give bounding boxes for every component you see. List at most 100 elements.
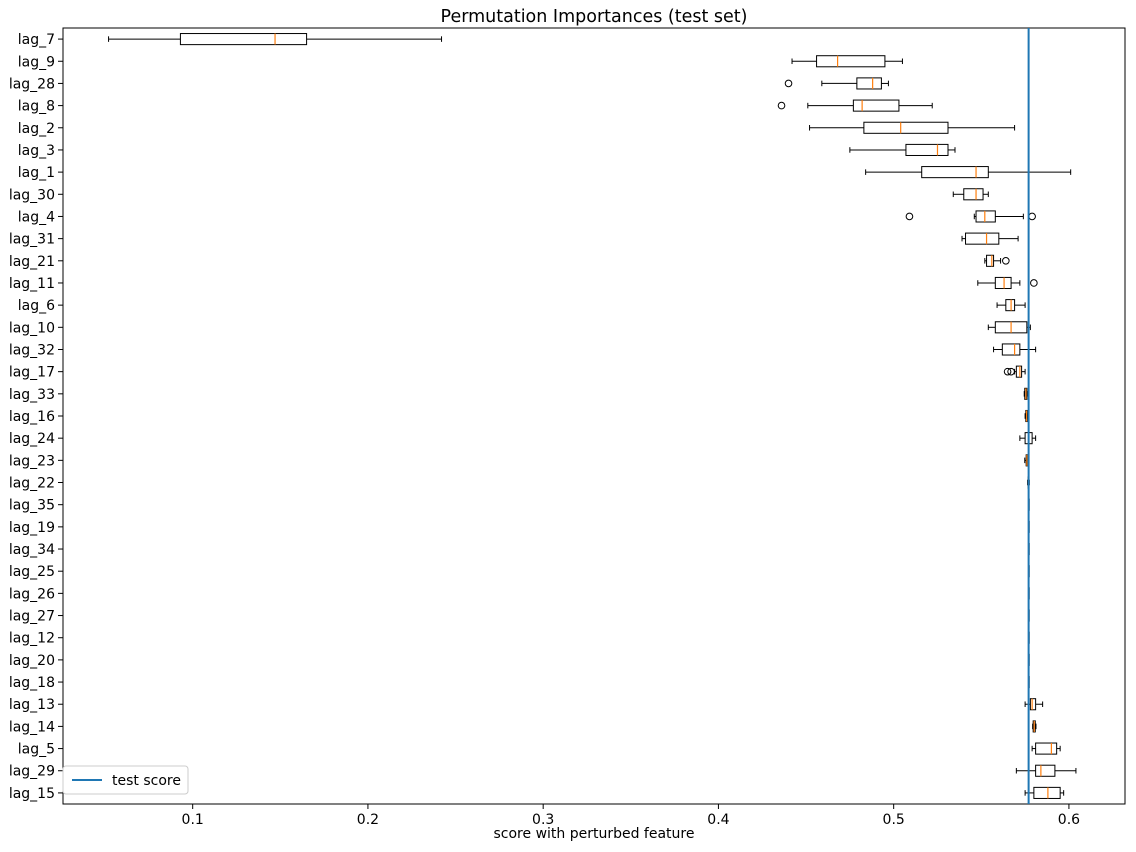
y-tick-label: lag_30 (9, 187, 55, 203)
box-iqr (965, 232, 1000, 245)
box-iqr (1035, 742, 1058, 755)
y-tick-label: lag_6 (18, 298, 55, 314)
outlier-point (777, 101, 786, 110)
y-tick-label: lag_4 (18, 209, 55, 225)
box-lag_2 (809, 121, 1016, 134)
y-tick-label: lag_8 (18, 99, 55, 115)
legend-frame (62, 765, 189, 795)
y-tick-label: lag_19 (9, 520, 55, 536)
outlier-point (905, 212, 914, 221)
y-tick-label: lag_5 (18, 742, 55, 758)
x-tick-label: 0.6 (1058, 812, 1080, 828)
outlier-point (784, 79, 793, 88)
y-tick-label: lag_22 (9, 476, 55, 492)
box-lag_10 (987, 321, 1031, 334)
x-axis: 0.1 0.2 0.3 0.4 0.5 0.6 (182, 804, 1080, 828)
x-tick-label: 0.5 (883, 812, 905, 828)
box-iqr (1029, 698, 1037, 711)
box-iqr (963, 188, 984, 201)
y-tick-label: lag_21 (9, 254, 55, 270)
y-tick-label: lag_23 (9, 453, 55, 469)
y-tick-label: lag_14 (9, 719, 55, 735)
outlier-point (1002, 257, 1010, 265)
y-tick-label: lag_9 (18, 54, 55, 70)
y-tick-label: lag_27 (9, 609, 55, 625)
box-lag_6 (996, 299, 1026, 312)
box-iqr (1001, 343, 1021, 356)
box-lag_16 (1024, 409, 1029, 423)
box-iqr (863, 121, 949, 134)
chart-title: Permutation Importances (test set) (441, 7, 748, 27)
y-tick-label: lag_35 (9, 498, 55, 514)
y-tick-label: lag_13 (9, 697, 55, 713)
plot-area (62, 27, 1126, 805)
y-tick-label: lag_32 (9, 342, 55, 358)
box-iqr (1015, 365, 1023, 378)
box-lag_11 (977, 276, 1038, 290)
y-tick-label: lag_28 (9, 76, 55, 92)
box-lag_33 (1023, 387, 1028, 400)
box-lag_1 (865, 166, 1072, 179)
box-iqr (1035, 764, 1056, 777)
box-iqr (905, 143, 949, 156)
x-tick-label: 0.4 (707, 812, 729, 828)
outlier-point (1028, 212, 1036, 221)
box-iqr (856, 77, 882, 90)
box-lag_5 (1031, 742, 1061, 755)
y-tick-label: lag_17 (9, 365, 55, 381)
box-lag_21 (984, 254, 1010, 267)
box-lag_31 (961, 232, 1019, 245)
x-tick-label: 0.2 (357, 812, 379, 828)
box-iqr (1005, 299, 1016, 312)
box-lag_28 (784, 77, 889, 90)
box-iqr (852, 99, 900, 112)
y-tick-label: lag_12 (9, 631, 55, 647)
y-tick-label: lag_11 (9, 276, 55, 292)
y-tick-label: lag_34 (9, 542, 55, 558)
outlier-point (1030, 279, 1038, 287)
y-tick-label: lag_1 (18, 165, 55, 181)
box-lag_30 (952, 188, 989, 201)
box-lag_17 (1003, 365, 1026, 378)
y-tick-label: lag_29 (9, 764, 55, 780)
box-lag_3 (849, 143, 956, 156)
box-lag_32 (993, 343, 1037, 356)
box-lag_9 (791, 55, 903, 68)
y-tick-label: lag_18 (9, 675, 55, 691)
box-iqr (179, 33, 308, 46)
x-tick-label: 0.1 (182, 812, 204, 828)
box-lag_8 (777, 99, 933, 112)
y-tick-label: lag_33 (9, 387, 55, 403)
outlier-point (1007, 367, 1015, 376)
y-tick-label: lag_2 (18, 121, 55, 137)
box-iqr (975, 210, 996, 223)
plot-frame (62, 27, 1126, 805)
box-iqr (921, 166, 989, 179)
box-iqr (986, 254, 995, 267)
y-tick-label: lag_16 (9, 409, 55, 425)
box-lag_13 (1024, 698, 1044, 711)
box-lag_4 (905, 210, 1036, 223)
y-axis: lag_7 lag_9 lag_28 lag_8 lag_2 lag_3 lag_1 lag_… (9, 32, 63, 802)
box-lag_15 (1024, 786, 1065, 799)
x-tick-label: 0.3 (532, 812, 554, 828)
y-tick-label: lag_3 (18, 143, 55, 159)
y-tick-label: lag_25 (9, 564, 55, 580)
y-tick-label: lag_7 (18, 32, 55, 48)
legend: test score (62, 765, 189, 795)
box-lag_29 (1015, 764, 1077, 777)
box-lag_7 (108, 33, 443, 46)
y-tick-label: lag_24 (9, 431, 55, 447)
y-tick-label: lag_20 (9, 653, 55, 669)
box-iqr (1033, 786, 1061, 799)
box-iqr (994, 276, 1012, 290)
x-axis-label: score with perturbed feature (494, 826, 695, 842)
y-tick-label: lag_15 (9, 786, 55, 802)
box-iqr (816, 55, 886, 68)
legend-test-score-label: test score (112, 773, 181, 789)
outlier-point (1003, 367, 1012, 376)
box-lag_14 (1032, 720, 1037, 733)
y-tick-label: lag_31 (9, 232, 55, 248)
